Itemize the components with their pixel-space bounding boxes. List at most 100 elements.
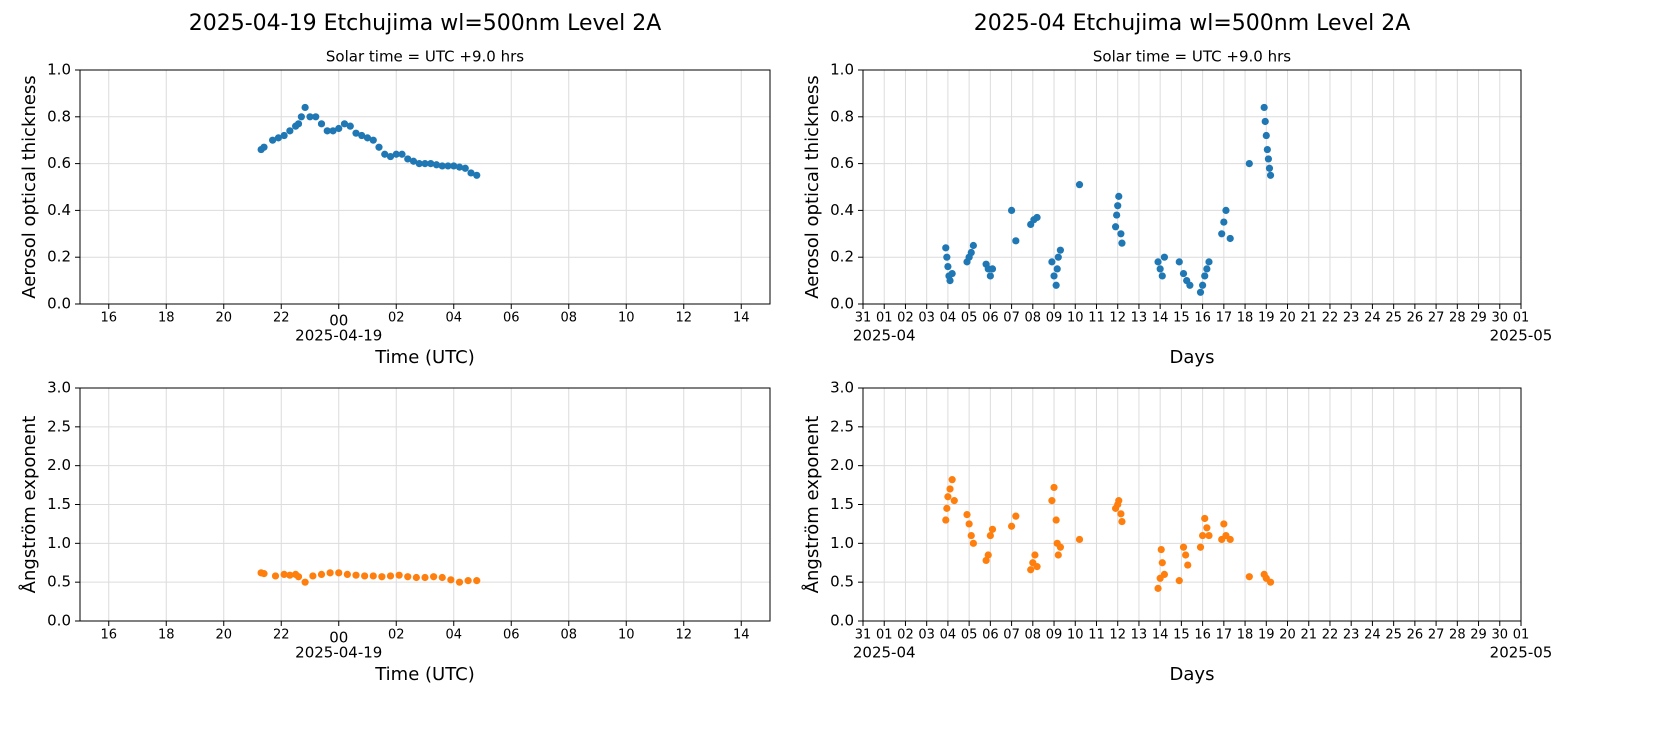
y-tick-label: 1.0 bbox=[830, 534, 854, 552]
x-tick-label: 27 bbox=[1428, 628, 1445, 643]
x-date-label: 2025-04-19 bbox=[295, 327, 382, 345]
y-tick-label: 1.5 bbox=[47, 495, 71, 513]
x-tick-label: 01 bbox=[1513, 311, 1530, 326]
data-point bbox=[301, 578, 309, 586]
data-point bbox=[1012, 237, 1020, 245]
data-point bbox=[358, 131, 366, 140]
data-point bbox=[271, 572, 280, 580]
data-point bbox=[369, 572, 377, 580]
data-point bbox=[438, 162, 446, 170]
data-point bbox=[309, 572, 317, 580]
x-axis-label: Days bbox=[1170, 347, 1215, 368]
y-tick-label: 2.5 bbox=[47, 417, 71, 435]
data-point bbox=[944, 493, 952, 501]
data-point bbox=[280, 131, 288, 140]
y-tick-label: 1.5 bbox=[830, 495, 854, 513]
x-tick-label: 28 bbox=[1449, 311, 1466, 326]
data-point bbox=[317, 570, 326, 579]
data-point bbox=[1007, 522, 1016, 530]
x-tick-label: 20 bbox=[215, 628, 232, 643]
data-point bbox=[1007, 206, 1016, 214]
data-point bbox=[1113, 211, 1121, 219]
x-tick-label: 11 bbox=[1088, 628, 1105, 643]
data-point bbox=[1050, 483, 1058, 492]
plot-frame bbox=[79, 69, 771, 305]
x-tick-label: 00 bbox=[329, 629, 348, 647]
data-point bbox=[312, 113, 320, 121]
data-point bbox=[1186, 281, 1194, 289]
y-tick-label: 0.0 bbox=[830, 295, 854, 313]
x-date-label: 2025-05 bbox=[1490, 327, 1553, 345]
data-point bbox=[1182, 551, 1190, 559]
x-tick-label: 16 bbox=[100, 311, 117, 326]
x-tick-label: 24 bbox=[1364, 628, 1381, 643]
x-tick-label: 08 bbox=[560, 311, 577, 326]
data-point bbox=[352, 571, 360, 579]
data-point bbox=[306, 113, 314, 121]
x-tick-label: 17 bbox=[1216, 628, 1233, 643]
x-tick-label: 12 bbox=[675, 311, 692, 326]
data-point bbox=[969, 241, 977, 250]
data-point bbox=[1033, 213, 1041, 222]
data-point bbox=[1201, 514, 1209, 523]
x-tick-label: 04 bbox=[940, 311, 957, 326]
data-point bbox=[1199, 531, 1207, 540]
x-tick-label: 27 bbox=[1428, 311, 1445, 326]
chart-subtitle: Solar time = UTC +9.0 hrs bbox=[326, 48, 524, 66]
x-tick-label: 08 bbox=[1025, 311, 1042, 326]
data-point bbox=[1054, 551, 1062, 559]
data-point bbox=[340, 120, 349, 128]
data-point bbox=[943, 253, 951, 261]
data-point bbox=[473, 577, 481, 585]
data-point bbox=[988, 525, 997, 533]
x-tick-label: 07 bbox=[1003, 628, 1020, 643]
data-point bbox=[1260, 103, 1268, 112]
x-tick-label: 30 bbox=[1492, 628, 1509, 643]
x-tick-label: 03 bbox=[918, 628, 935, 643]
x-tick-label: 13 bbox=[1131, 628, 1148, 643]
data-point bbox=[294, 120, 303, 128]
data-point bbox=[1075, 181, 1084, 189]
x-tick-label: 14 bbox=[1152, 628, 1169, 643]
x-tick-label: 31 bbox=[855, 311, 872, 326]
data-point bbox=[297, 113, 305, 121]
data-point bbox=[1031, 551, 1039, 559]
data-point bbox=[1203, 524, 1211, 532]
data-point bbox=[1012, 512, 1020, 520]
data-point bbox=[444, 162, 452, 170]
x-date-label: 2025-05 bbox=[1490, 644, 1553, 662]
y-tick-label: 0.8 bbox=[830, 107, 854, 125]
x-tick-label: 01 bbox=[1513, 628, 1530, 643]
y-tick-label: 0.5 bbox=[830, 573, 854, 591]
x-tick-label: 02 bbox=[897, 628, 914, 643]
chart-title: 2025-04 Etchujima wl=500nm Level 2A bbox=[974, 11, 1411, 36]
x-tick-label: 21 bbox=[1300, 311, 1317, 326]
data-point bbox=[1245, 573, 1253, 581]
x-axis-label: Time (UTC) bbox=[374, 664, 475, 685]
data-point bbox=[404, 155, 412, 163]
data-point bbox=[1160, 570, 1169, 579]
x-tick-label: 18 bbox=[1237, 628, 1254, 643]
data-point bbox=[398, 150, 406, 158]
chart-subtitle: Solar time = UTC +9.0 hrs bbox=[1093, 48, 1291, 66]
x-tick-label: 25 bbox=[1385, 311, 1402, 326]
data-point bbox=[1160, 253, 1169, 261]
data-point bbox=[982, 556, 990, 565]
x-tick-label: 13 bbox=[1131, 311, 1148, 326]
x-tick-label: 20 bbox=[215, 311, 232, 326]
data-point bbox=[1199, 281, 1207, 289]
data-point bbox=[1261, 117, 1269, 126]
data-point bbox=[1265, 164, 1274, 172]
data-point bbox=[946, 277, 954, 285]
data-point bbox=[378, 573, 386, 581]
x-tick-label: 18 bbox=[1237, 311, 1254, 326]
y-tick-label: 0.4 bbox=[830, 201, 854, 219]
x-tick-label: 07 bbox=[1003, 311, 1020, 326]
data-point bbox=[326, 569, 334, 577]
x-date-label: 2025-04-19 bbox=[295, 644, 382, 662]
data-point bbox=[323, 127, 331, 135]
x-tick-label: 29 bbox=[1470, 311, 1487, 326]
data-point bbox=[269, 136, 277, 144]
data-point bbox=[375, 143, 383, 151]
data-point bbox=[386, 572, 395, 580]
